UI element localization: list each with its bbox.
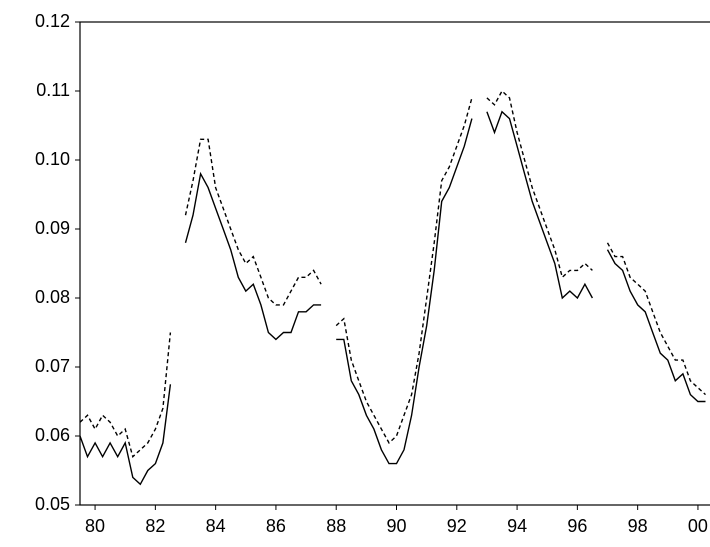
y-tick-label: 0.10 <box>35 149 70 169</box>
y-tick-label: 0.12 <box>35 11 70 31</box>
x-tick-label: 00 <box>688 516 708 536</box>
y-tick-label: 0.08 <box>35 287 70 307</box>
plot-frame <box>79 21 710 506</box>
y-tick-label: 0.11 <box>36 80 70 100</box>
x-tick-label: 90 <box>386 516 406 536</box>
x-tick-label: 80 <box>85 516 105 536</box>
x-tick-label: 98 <box>628 516 648 536</box>
x-tick-label: 92 <box>447 516 467 536</box>
x-tick-label: 82 <box>145 516 165 536</box>
series-line <box>79 89 706 458</box>
series-line <box>79 110 706 486</box>
x-tick-label: 96 <box>567 516 587 536</box>
y-tick-label: 0.05 <box>35 494 70 514</box>
x-tick-label: 88 <box>326 516 346 536</box>
x-tick-label: 94 <box>507 516 527 536</box>
x-tick-label: 86 <box>266 516 286 536</box>
y-tick-label: 0.07 <box>35 356 70 376</box>
x-tick-label: 84 <box>206 516 226 536</box>
y-tick-label: 0.06 <box>35 425 70 445</box>
y-tick-label: 0.09 <box>35 218 70 238</box>
